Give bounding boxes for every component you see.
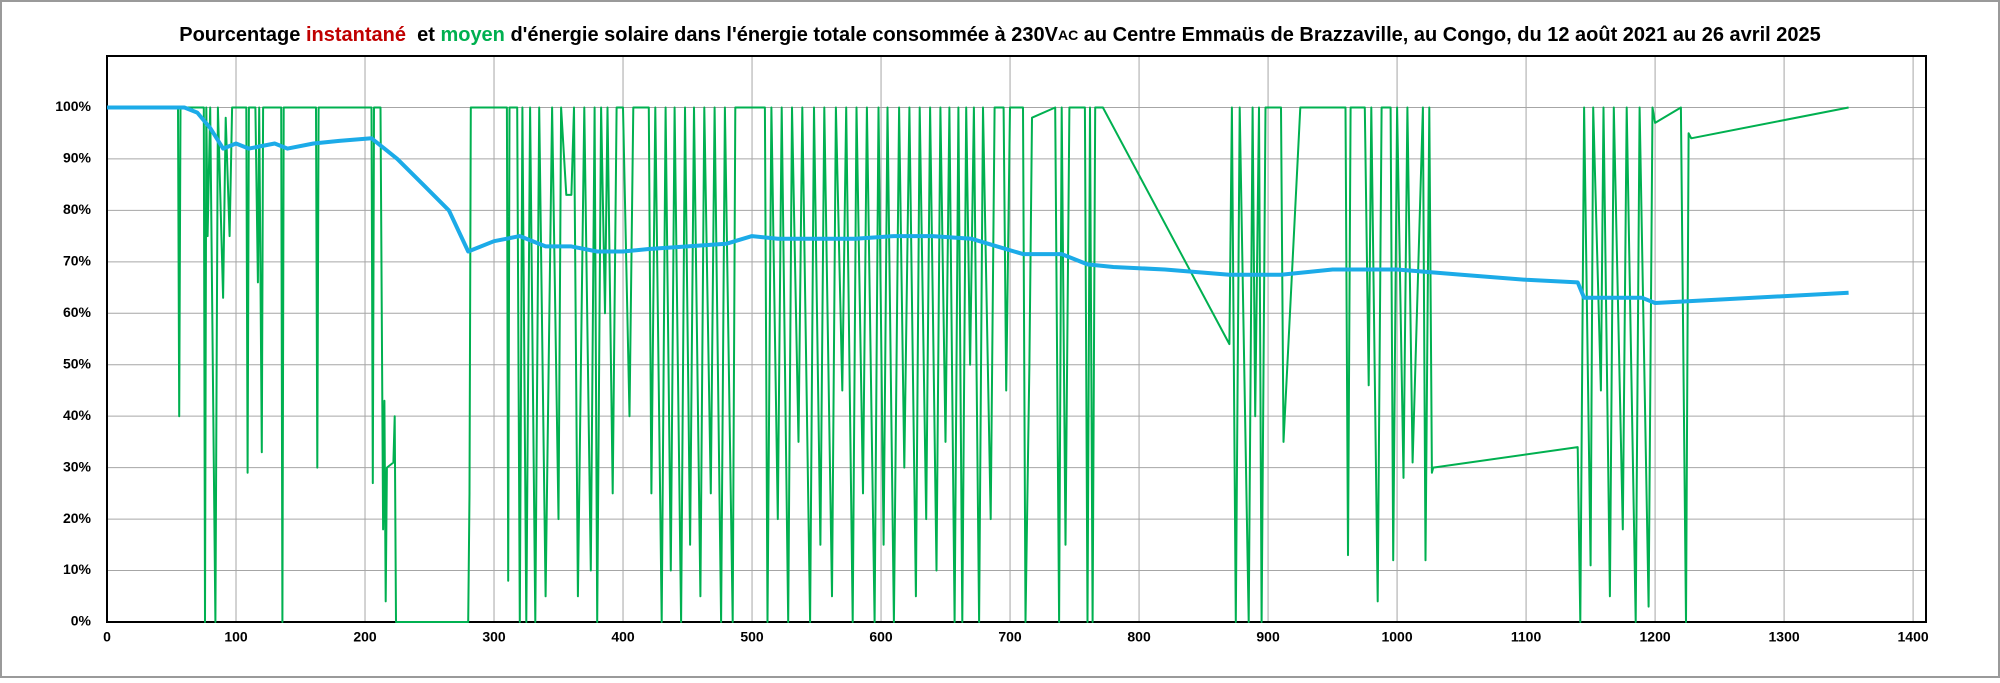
x-tick-label: 800 (1127, 629, 1151, 645)
y-tick-label: 30% (63, 458, 92, 474)
title-part: d'énergie solaire dans l'énergie totale … (505, 24, 1059, 46)
title-part: et (406, 24, 440, 46)
x-tick-label: 1100 (1511, 629, 1542, 645)
title-part: Pourcentage (179, 24, 306, 46)
x-tick-label: 1000 (1381, 629, 1412, 645)
chart-title: Pourcentage instantané et moyen d'énergi… (179, 24, 1820, 46)
x-tick-label: 1400 (1898, 629, 1929, 645)
y-tick-label: 20% (63, 510, 92, 526)
title-part: moyen (440, 24, 504, 46)
series-line (107, 106, 1849, 623)
y-tick-label: 0% (71, 613, 92, 629)
x-tick-label: 200 (353, 629, 377, 645)
x-tick-label: 1300 (1769, 629, 1800, 645)
y-tick-label: 70% (63, 253, 92, 269)
x-tick-label: 0 (103, 629, 111, 645)
x-tick-label: 300 (482, 629, 506, 645)
x-tick-label: 900 (1256, 629, 1280, 645)
plot-border (106, 55, 1927, 623)
x-tick-label: 600 (869, 629, 893, 645)
title-part: instantané (306, 24, 406, 46)
x-tick-label: 500 (740, 629, 764, 645)
y-tick-label: 40% (63, 407, 92, 423)
title-part: au Centre Emmaüs de Brazzaville, au Cong… (1078, 24, 1821, 46)
x-tick-label: 400 (611, 629, 635, 645)
y-tick-label: 100% (55, 98, 91, 114)
title-part: AC (1058, 27, 1078, 43)
y-tick-label: 60% (63, 304, 92, 320)
series-line (107, 105, 1849, 305)
x-tick-label: 100 (224, 629, 248, 645)
y-tick-label: 80% (63, 201, 92, 217)
y-tick-label: 90% (63, 150, 92, 166)
y-tick-label: 10% (63, 561, 92, 577)
x-tick-label: 1200 (1640, 629, 1671, 645)
x-tick-label: 700 (998, 629, 1022, 645)
y-tick-label: 50% (63, 355, 92, 371)
